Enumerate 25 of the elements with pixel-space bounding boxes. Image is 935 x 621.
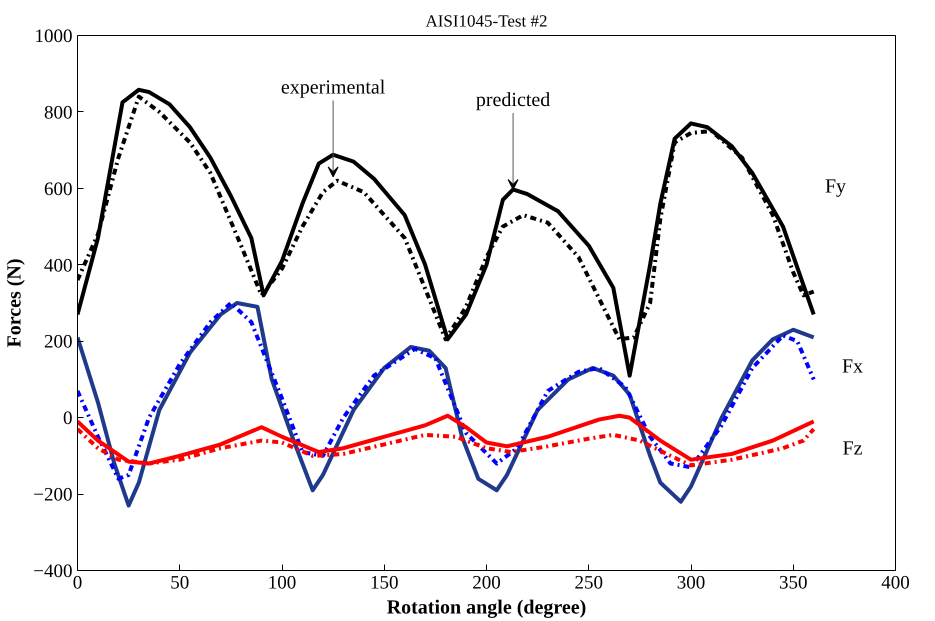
- x-axis-title: Rotation angle (degree): [386, 596, 586, 618]
- y-tick-label: 0: [63, 408, 72, 430]
- annotation: Fy: [824, 176, 846, 198]
- x-tick-label: 50: [170, 572, 190, 594]
- x-tick-label: 150: [370, 572, 398, 594]
- annotation: Fz: [842, 438, 863, 460]
- chart-title: AISI1045-Test #2: [425, 12, 548, 30]
- annotation: predicted: [476, 89, 550, 112]
- x-tick-label: 200: [472, 572, 501, 594]
- y-axis-title: Forces (N): [3, 258, 26, 348]
- y-tick-label: 600: [44, 178, 72, 200]
- y-tick-label: 1000: [34, 26, 72, 47]
- line-series: [78, 414, 816, 466]
- x-tick-label: 400: [881, 572, 910, 594]
- y-tick-label: 200: [44, 332, 72, 353]
- x-tick-label: 100: [268, 572, 296, 594]
- annotation: experimental: [280, 76, 386, 99]
- y-tick-label: −400: [33, 561, 73, 582]
- x-tick-label: 250: [574, 572, 603, 594]
- y-tick-label: −200: [33, 484, 73, 506]
- annotation: Fx: [842, 356, 864, 378]
- x-tick-label: 300: [676, 572, 706, 594]
- x-tick-label: 350: [779, 572, 808, 594]
- y-tick-label: 400: [44, 255, 72, 276]
- y-tick-label: 800: [44, 102, 72, 124]
